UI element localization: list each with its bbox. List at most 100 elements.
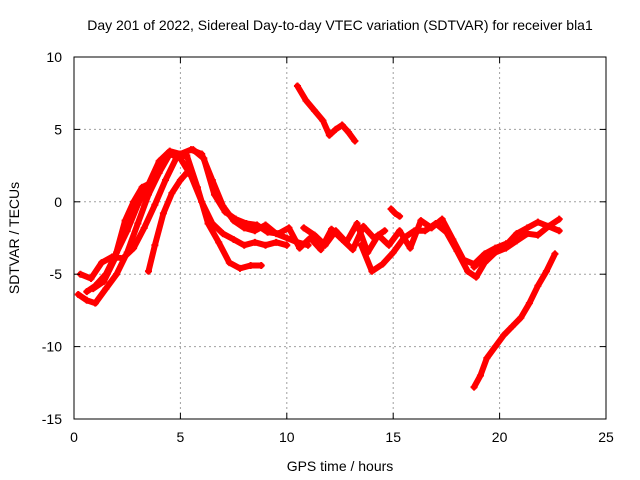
data-point — [442, 228, 450, 236]
data-point — [332, 227, 340, 235]
data-point — [251, 227, 259, 235]
axis-ticks: 0 5 10 15 20 25 10 5 0 -5 -10 -15 — [42, 49, 614, 445]
chart-title: Day 201 of 2022, Sidereal Day-to-day VTE… — [87, 17, 593, 33]
series-sat-d — [89, 179, 155, 293]
x-axis-label: GPS time / hours — [287, 458, 394, 474]
data-point — [453, 247, 461, 255]
x-tick-label: 5 — [177, 429, 185, 445]
data-point — [123, 248, 131, 256]
data-point — [91, 299, 99, 307]
data-point — [500, 331, 508, 339]
series-sat-e — [144, 169, 191, 275]
data-point — [162, 176, 170, 184]
data-point — [555, 215, 563, 223]
data-point — [159, 209, 167, 217]
data-point — [74, 290, 82, 298]
data-point — [379, 260, 387, 268]
data-point — [470, 263, 478, 271]
series-sat-l — [387, 205, 404, 220]
y-tick-label: -15 — [42, 411, 62, 427]
data-point — [325, 131, 333, 139]
data-point — [508, 322, 516, 330]
series-sat-g — [293, 82, 359, 145]
data-point — [83, 288, 91, 296]
data-point — [176, 176, 184, 184]
data-point — [351, 137, 359, 145]
data-point — [242, 220, 250, 228]
data-point — [396, 227, 404, 235]
data-point — [470, 383, 478, 391]
data-point — [523, 224, 531, 232]
data-point — [253, 221, 261, 229]
data-point — [187, 172, 195, 180]
data-point — [534, 218, 542, 226]
data-point — [83, 296, 91, 304]
data-point — [215, 238, 223, 246]
data-point — [476, 372, 484, 380]
data-point — [130, 198, 138, 206]
data-point — [98, 259, 106, 267]
data-point — [534, 231, 542, 239]
data-point — [338, 121, 346, 129]
data-point — [138, 183, 146, 191]
data-point — [396, 212, 404, 220]
x-tick-label: 0 — [70, 429, 78, 445]
data-point — [155, 157, 163, 165]
data-point — [310, 107, 318, 115]
data-point — [189, 146, 197, 154]
data-point — [236, 264, 244, 272]
data-point — [332, 125, 340, 133]
series-trace — [300, 216, 509, 268]
data-point — [417, 217, 425, 225]
data-point — [300, 224, 308, 232]
data-point — [225, 259, 233, 267]
data-point — [296, 244, 304, 252]
data-point — [410, 227, 418, 235]
data-point — [198, 198, 206, 206]
y-tick-label: 5 — [54, 121, 62, 137]
data-point — [368, 267, 376, 275]
data-point — [345, 128, 353, 136]
data-point — [134, 220, 142, 228]
data-point — [151, 201, 159, 209]
series-sat-j — [470, 218, 563, 271]
series-sat-b — [74, 150, 291, 307]
data-point — [542, 267, 550, 275]
data-point — [257, 262, 265, 270]
y-tick-label: 0 — [54, 194, 62, 210]
data-point — [262, 241, 270, 249]
series-group — [74, 82, 563, 391]
data-point — [240, 241, 248, 249]
data-point — [283, 234, 291, 242]
data-point — [168, 189, 176, 197]
data-point — [502, 241, 510, 249]
y-tick-label: -5 — [50, 266, 63, 282]
data-point — [391, 209, 399, 217]
data-point — [183, 169, 191, 177]
data-point — [251, 238, 259, 246]
data-point — [472, 273, 480, 281]
data-point — [230, 235, 238, 243]
data-point — [293, 82, 301, 90]
data-point — [513, 237, 521, 245]
data-point — [513, 230, 521, 238]
data-point — [353, 220, 361, 228]
data-point — [221, 208, 229, 216]
x-tick-label: 20 — [492, 429, 508, 445]
data-point — [166, 147, 174, 155]
data-point — [491, 246, 499, 254]
data-point — [406, 244, 414, 252]
y-tick-label: 10 — [46, 49, 62, 65]
data-point — [302, 96, 310, 104]
data-point — [210, 191, 218, 199]
data-point — [208, 220, 216, 228]
y-axis-label: SDTVAR / TECUs — [6, 182, 22, 294]
data-point — [274, 230, 282, 238]
data-point — [89, 285, 97, 293]
data-point — [342, 238, 350, 246]
data-point — [491, 343, 499, 351]
data-point — [534, 282, 542, 290]
data-point — [147, 179, 155, 187]
data-point — [545, 222, 553, 230]
x-tick-label: 10 — [279, 429, 295, 445]
